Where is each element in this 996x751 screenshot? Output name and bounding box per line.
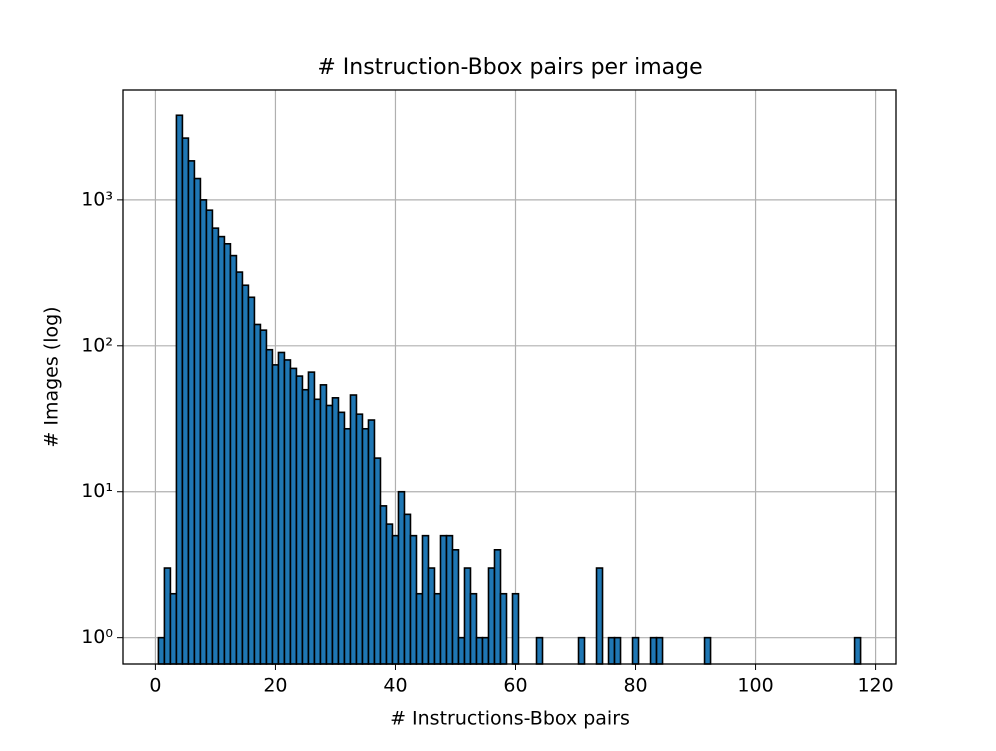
bar — [247, 296, 256, 665]
bar — [163, 567, 172, 665]
bar — [703, 636, 712, 665]
bar — [427, 567, 436, 665]
bar — [655, 636, 664, 665]
bar — [481, 636, 490, 665]
bar — [475, 636, 484, 665]
bar — [397, 490, 406, 665]
bar — [631, 636, 640, 665]
bar — [343, 427, 352, 665]
bar — [577, 636, 586, 665]
bar — [649, 636, 658, 665]
bar — [445, 534, 454, 665]
chart-title: # Instruction-Bbox pairs per image — [317, 55, 702, 80]
bar — [181, 137, 190, 665]
bar — [415, 592, 424, 665]
bar — [283, 359, 292, 665]
bar — [271, 364, 280, 665]
bar — [295, 375, 304, 665]
plot-frame — [122, 89, 897, 665]
y-tick-label: 10² — [81, 334, 113, 356]
bar — [199, 199, 208, 665]
bar — [373, 457, 382, 665]
bar — [229, 254, 238, 665]
bar — [403, 513, 412, 665]
bar — [325, 404, 334, 665]
bar — [535, 636, 544, 665]
y-axis-label: # Images (log) — [41, 306, 63, 447]
bar — [613, 636, 622, 665]
bar — [391, 534, 400, 665]
bar — [223, 242, 232, 665]
bar — [385, 523, 394, 665]
bar — [205, 209, 214, 665]
bar — [493, 549, 502, 665]
bar — [337, 411, 346, 665]
bar — [463, 567, 472, 665]
x-axis-label: # Instructions-Bbox pairs — [390, 708, 630, 730]
bar — [421, 534, 430, 665]
bar — [313, 398, 322, 665]
bar — [367, 419, 376, 665]
bar — [451, 549, 460, 665]
bar — [607, 636, 616, 665]
bar — [241, 284, 250, 665]
x-tick-label: 60 — [503, 675, 527, 697]
bar — [187, 160, 196, 665]
y-tick-label: 10³ — [81, 188, 113, 210]
bar — [439, 534, 448, 665]
x-tick-label: 40 — [383, 675, 407, 697]
bar — [349, 394, 358, 665]
bar — [379, 505, 388, 665]
y-tick-label: 10¹ — [81, 480, 113, 502]
bar — [511, 592, 520, 665]
bar — [253, 323, 262, 665]
bar — [265, 348, 274, 665]
bar — [175, 114, 184, 665]
bar — [487, 567, 496, 665]
x-tick-label: 100 — [737, 675, 773, 697]
x-tick-label: 20 — [263, 675, 287, 697]
bar — [211, 227, 220, 665]
x-tick-label: 120 — [857, 675, 893, 697]
bar — [355, 413, 364, 665]
x-tick-label: 80 — [623, 675, 647, 697]
bar — [433, 592, 442, 665]
bar — [169, 592, 178, 665]
bar — [301, 388, 310, 665]
y-tick-label: 10⁰ — [81, 626, 113, 648]
bar — [289, 367, 298, 665]
bar — [217, 235, 226, 665]
bar — [853, 636, 862, 665]
bar — [469, 592, 478, 665]
bar — [319, 384, 328, 665]
bar — [235, 271, 244, 665]
bar — [595, 567, 604, 665]
bar — [193, 177, 202, 665]
bar — [259, 329, 268, 665]
bar — [361, 427, 370, 665]
bar — [409, 534, 418, 665]
bar — [307, 371, 316, 665]
bar — [277, 351, 286, 665]
bar — [457, 636, 466, 665]
bar — [157, 636, 166, 665]
bar — [499, 592, 508, 665]
bar — [331, 397, 340, 665]
x-tick-label: 0 — [149, 675, 161, 697]
